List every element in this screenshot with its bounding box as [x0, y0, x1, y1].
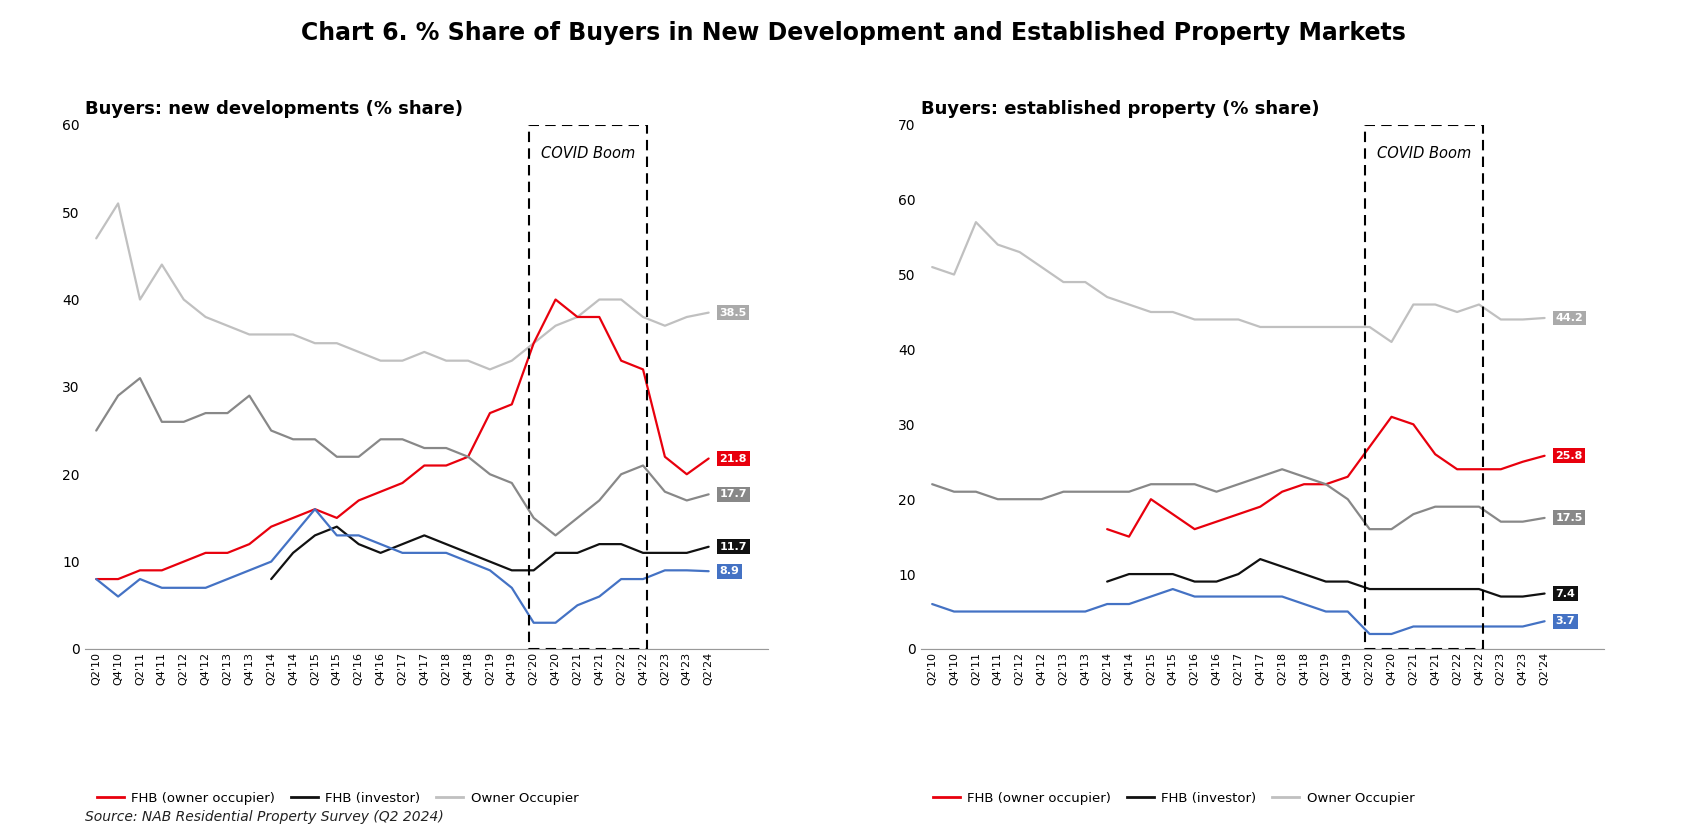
Bar: [1364, 125, 1482, 649]
Text: 17.5: 17.5: [1555, 513, 1582, 523]
Text: 38.5: 38.5: [720, 308, 747, 318]
Text: Source: NAB Residential Property Survey (Q2 2024): Source: NAB Residential Property Survey …: [85, 810, 443, 824]
Text: 17.7: 17.7: [720, 489, 747, 499]
Text: 11.7: 11.7: [720, 542, 747, 552]
Text: 21.8: 21.8: [720, 453, 747, 463]
Text: COVID Boom: COVID Boom: [1376, 146, 1470, 161]
Text: 3.7: 3.7: [1555, 617, 1574, 626]
Text: COVID Boom: COVID Boom: [540, 146, 634, 161]
Text: 8.9: 8.9: [720, 567, 738, 577]
Text: 7.4: 7.4: [1555, 588, 1574, 598]
Text: Buyers: established property (% share): Buyers: established property (% share): [921, 100, 1320, 117]
Text: Chart 6. % Share of Buyers in New Development and Established Property Markets: Chart 6. % Share of Buyers in New Develo…: [300, 21, 1405, 45]
Bar: [529, 125, 646, 649]
Text: Buyers: new developments (% share): Buyers: new developments (% share): [85, 100, 464, 117]
Text: 44.2: 44.2: [1555, 313, 1582, 323]
Text: 25.8: 25.8: [1555, 451, 1582, 461]
